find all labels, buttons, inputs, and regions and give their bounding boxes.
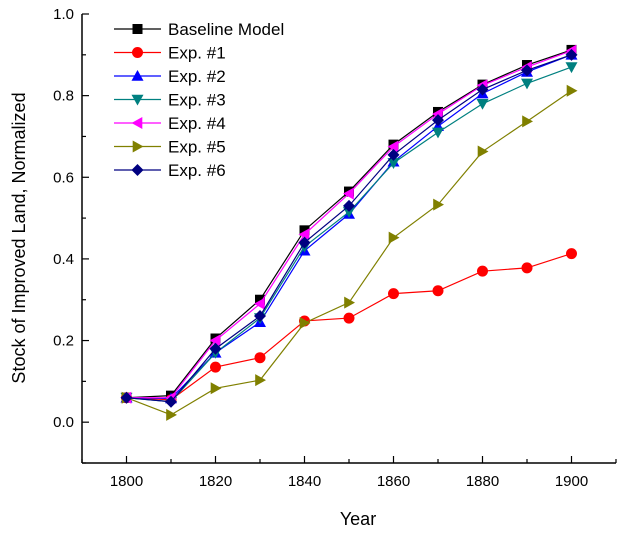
data-point [388,231,400,244]
data-point [255,374,266,387]
data-point [254,352,266,364]
data-point [433,198,444,211]
data-point [254,297,265,310]
x-tick-label: 1880 [466,473,499,490]
data-point [165,395,177,408]
legend-item: Exp. #2 [114,67,226,86]
data-point [476,99,489,110]
legend-item: Exp. #3 [114,91,226,110]
data-point [299,225,310,236]
axes: 0.0 0.2 0.4 0.6 0.8 1.0 1800 1820 1840 1860 1880 19… [53,6,617,490]
y-tick-label: 0.4 [53,251,74,268]
legend-label: Exp. #1 [168,44,226,63]
data-point [476,83,489,96]
data-point [298,236,311,249]
x-tick-label: 1800 [110,473,143,490]
y-tick-label: 1.0 [53,6,74,23]
data-point [343,207,355,218]
data-point [120,391,133,404]
data-point [343,187,354,200]
data-point [254,310,266,323]
legend-label: Exp. #3 [168,91,226,110]
data-point [432,285,444,297]
legend-label: Exp. #5 [168,138,226,157]
y-tick-label: 0.8 [53,88,74,105]
data-point [255,294,265,305]
legend: Baseline Model Exp. #1 Exp. #2 Exp. #3 Exp. … [114,20,284,180]
data-point [566,248,577,260]
data-point [521,78,533,90]
legend-item: Exp. #1 [114,44,226,63]
data-point [565,48,578,61]
data-point [343,312,355,324]
x-tick-label: 1840 [288,473,321,490]
y-tick-label: 0.6 [53,169,74,186]
series-2 [121,248,577,406]
data-point [387,148,400,161]
data-point [343,199,355,212]
legend-label: Baseline Model [168,20,284,39]
data-point [209,342,222,355]
data-point [432,127,444,139]
data-point [566,84,578,97]
data-point [477,145,489,158]
legend-marker [132,140,144,153]
data-point [477,265,488,277]
data-point [344,296,355,309]
legend-label: Exp. #2 [168,67,226,86]
data-point [565,62,578,74]
legend-item: Exp. #4 [114,114,226,133]
legend-label: Exp. #4 [168,114,226,133]
data-point [209,334,221,347]
data-point [521,64,533,77]
legend-item: Baseline Model [114,20,284,39]
legend-item: Exp. #6 [114,161,226,180]
data-point [298,228,310,241]
legend-marker [131,70,144,81]
legend-marker [131,164,144,176]
legend-label: Exp. #6 [168,161,226,180]
data-point [387,140,399,153]
x-axis-title: Year [340,509,376,529]
data-point [521,262,533,274]
x-tick-label: 1860 [377,473,410,490]
data-point [210,361,221,373]
data-point [210,382,222,395]
legend-marker [132,47,143,58]
y-tick-label: 0.0 [53,414,74,431]
series-layer [120,44,578,421]
x-tick-label: 1900 [555,473,588,490]
data-point [432,114,444,127]
data-point [299,316,311,329]
legend-item: Exp. #5 [114,138,226,157]
legend-marker [131,94,144,106]
y-tick-label: 0.2 [53,333,74,350]
y-axis-title: Stock of Improved Land, Normalized [9,92,29,383]
legend-marker [132,24,143,34]
data-point [522,115,533,128]
data-point [387,158,400,169]
legend-marker [131,117,143,129]
data-point [166,408,177,421]
x-tick-label: 1820 [199,473,232,490]
series-7 [120,48,578,408]
data-point [388,288,399,300]
